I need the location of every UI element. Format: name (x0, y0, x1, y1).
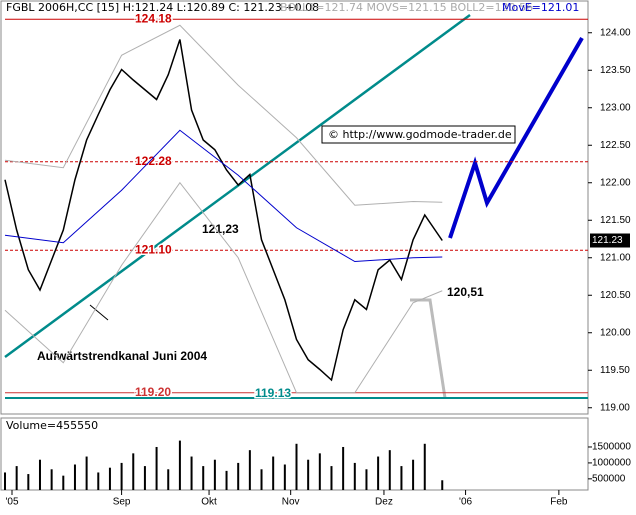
volume-bar (132, 453, 135, 490)
volume-bar (15, 466, 18, 490)
volume-bar (342, 446, 345, 490)
volume-bar (388, 450, 391, 490)
copyright: © http://www.godmode-trader.de (328, 128, 512, 141)
price-panel (0, 0, 589, 415)
projection-down (410, 298, 447, 399)
volume-bar (4, 472, 6, 490)
x-tick-label: '05 (5, 497, 18, 508)
copyright-box (321, 125, 516, 144)
volume-bar (377, 456, 380, 490)
volume-bar (283, 464, 286, 490)
level-label: 119.13 (255, 386, 291, 400)
level-label: 119.20 (135, 385, 171, 399)
volume-bar (441, 480, 444, 490)
volume-bar (97, 472, 100, 490)
volume-bar (27, 474, 30, 490)
y-tick-label: 1500000 (592, 442, 631, 453)
volume-bar (190, 456, 193, 490)
volume-bar (73, 464, 76, 490)
volume-header: Volume=455550 (6, 419, 98, 432)
x-tick-label: Okt (201, 497, 217, 508)
y-tick-label: 119.00 (600, 402, 630, 413)
header: FGBL 2006H,CC [15] H:121.24 L:120.89 C: … (6, 1, 319, 14)
projection-up (448, 37, 584, 239)
volume-bar (38, 459, 41, 490)
annotation: Aufwärtstrendkanal Juni 2004 (37, 349, 207, 363)
volume-bar (248, 450, 251, 490)
x-tick-label: Feb (550, 497, 568, 508)
volume-bar (260, 469, 263, 490)
volume-bar (108, 467, 111, 490)
volume-bar (365, 469, 368, 490)
volume-bar (400, 466, 403, 490)
volume-bar (295, 443, 298, 490)
x-tick-label: Dez (375, 497, 393, 508)
level-label: 122.28 (135, 154, 172, 168)
volume-bar (225, 470, 228, 490)
y-tick-label: 1000000 (592, 458, 631, 469)
y-tick-label: 122.00 (600, 177, 631, 188)
x-tick-label: Sep (113, 497, 131, 508)
volume-bar (318, 453, 321, 490)
y-tick-label: 121.00 (600, 252, 631, 263)
volume-bar (423, 443, 426, 490)
volume-bar (213, 459, 216, 490)
volume-bar (50, 469, 53, 490)
annotation: 121,23 (202, 222, 239, 236)
volume-bar (62, 475, 65, 490)
header-boll: BOLL1=121.74 MOVS=121.15 BOLL2=120.56 (280, 1, 533, 14)
y-tick-label: 500000 (592, 473, 626, 484)
volume-bar (178, 440, 181, 490)
y-tick-label: 121.50 (600, 215, 631, 226)
trend-line (4, 13, 471, 359)
x-tick-label: Nov (282, 497, 300, 508)
volume-bar (412, 459, 415, 490)
annotation: 120,51 (447, 285, 484, 299)
y-tick-label: 119.50 (600, 365, 630, 376)
header-move: MovE=121.01 (502, 1, 579, 14)
last-price-box (590, 233, 630, 248)
volume-bar (143, 466, 146, 490)
y-tick-label: 122.50 (600, 140, 631, 151)
series-line (4, 129, 443, 263)
series-line (4, 39, 443, 382)
volume-bar (202, 466, 205, 490)
y-tick-label: 120.00 (600, 327, 631, 338)
y-tick-label: 123.50 (600, 65, 631, 76)
volume-bar (353, 462, 356, 490)
y-tick-label: 120.50 (600, 290, 631, 301)
volume-bar (307, 459, 310, 490)
volume-bar (155, 446, 158, 490)
volume-bar (330, 466, 333, 490)
volume-bar (167, 469, 170, 490)
y-tick-label: 124.00 (600, 27, 631, 38)
volume-bar (85, 456, 88, 490)
series-line (4, 24, 443, 206)
volume-bar (237, 462, 240, 490)
y-tick-label: 123.00 (600, 102, 631, 113)
level-label: 121.10 (135, 242, 172, 256)
volume-bar (120, 462, 123, 490)
volume-bar (272, 456, 275, 490)
series-line (4, 181, 443, 394)
arrow (89, 304, 109, 321)
last-price: 121.23 (592, 235, 623, 246)
x-tick-label: '06 (459, 497, 472, 508)
level-label: 124.18 (135, 11, 172, 25)
